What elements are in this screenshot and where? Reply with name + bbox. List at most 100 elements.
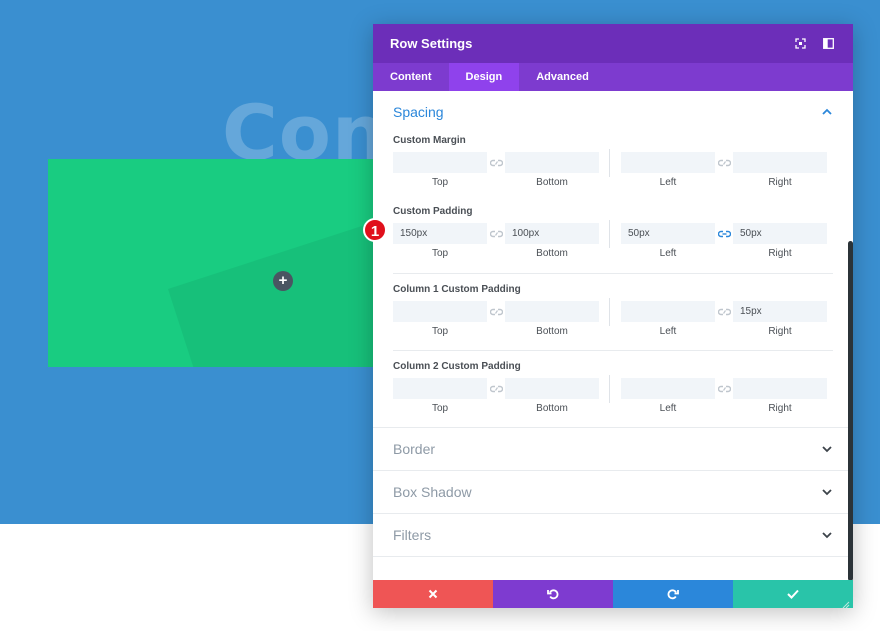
spacing-input[interactable] <box>393 301 487 322</box>
field-sublabel: Right <box>768 326 792 337</box>
modal-footer <box>373 580 853 609</box>
field-cell: Top <box>393 152 487 188</box>
chevron-down-icon[interactable] <box>821 529 833 541</box>
field-sublabel: Right <box>768 248 792 259</box>
spacing-input[interactable]: 50px <box>733 223 827 244</box>
link-icon[interactable] <box>487 223 505 244</box>
close-icon <box>428 589 438 599</box>
field-pair: Top Bottom <box>393 152 599 188</box>
undo-icon <box>547 589 559 600</box>
field-pair: Left Right <box>621 152 827 188</box>
section-filters-title: Filters <box>393 527 432 543</box>
field-cell: Bottom <box>505 152 599 188</box>
field-divider <box>609 375 610 403</box>
section-box-shadow-header[interactable]: Box Shadow <box>373 471 853 513</box>
spacing-input[interactable]: 100px <box>505 223 599 244</box>
field-cell: Left <box>621 378 715 414</box>
save-button[interactable] <box>733 580 853 608</box>
field-sublabel: Left <box>659 326 677 337</box>
cancel-button[interactable] <box>373 580 493 608</box>
field-divider <box>609 298 610 326</box>
field-cell: Right <box>733 152 827 188</box>
checkmark-icon <box>787 589 799 599</box>
field-cell: 15px Right <box>733 301 827 337</box>
modal-title: Row Settings <box>390 36 473 51</box>
section-border-header[interactable]: Border <box>373 428 853 470</box>
spacing-groups: Custom Margin Top Bottom Left Right Custom Pa… <box>373 133 853 427</box>
row-settings-modal: Row Settings Content Design Advanced Spa… <box>373 24 853 609</box>
modal-body: Spacing Custom Margin Top Bottom Left Right C… <box>373 91 853 580</box>
link-icon[interactable] <box>487 301 505 322</box>
tab-advanced[interactable]: Advanced <box>536 71 589 83</box>
add-module-button[interactable]: + <box>273 271 293 291</box>
spacing-input[interactable]: 15px <box>733 301 827 322</box>
field-sublabel: Bottom <box>536 177 568 188</box>
resize-handle-icon[interactable] <box>841 596 850 609</box>
field-cell: Top <box>393 301 487 337</box>
link-icon[interactable] <box>715 223 733 244</box>
spacing-input[interactable] <box>393 152 487 173</box>
field-cell: 50px Left <box>621 223 715 259</box>
tab-content[interactable]: Content <box>390 71 432 83</box>
field-cell: Right <box>733 378 827 414</box>
spacing-input[interactable] <box>733 152 827 173</box>
row-preview[interactable] <box>48 159 388 367</box>
section-spacing-title: Spacing <box>393 104 444 120</box>
spacing-input[interactable] <box>621 301 715 322</box>
spacing-input[interactable] <box>621 152 715 173</box>
field-divider <box>609 220 610 248</box>
divider <box>373 513 853 514</box>
field-pair: 150px Top 100px Bottom <box>393 223 599 259</box>
divider <box>393 273 833 274</box>
link-icon[interactable] <box>487 152 505 173</box>
link-icon[interactable] <box>487 378 505 399</box>
spacing-group: Column 2 Custom Padding Top Bottom Left Righ… <box>373 351 853 427</box>
fullscreen-icon[interactable] <box>792 36 808 52</box>
link-icon[interactable] <box>715 301 733 322</box>
field-cell: Bottom <box>505 378 599 414</box>
field-pair: 50px Left 50px Right <box>621 223 827 259</box>
spacing-fields: Top Bottom Left Right <box>393 375 833 414</box>
undo-button[interactable] <box>493 580 613 608</box>
chevron-down-icon[interactable] <box>821 443 833 455</box>
scrollbar[interactable] <box>848 241 853 580</box>
spacing-input[interactable] <box>733 378 827 399</box>
field-cell: Bottom <box>505 301 599 337</box>
tab-design[interactable]: Design <box>448 63 520 91</box>
spacing-input[interactable]: 50px <box>621 223 715 244</box>
field-cell: 50px Right <box>733 223 827 259</box>
sidebar-toggle-icon[interactable] <box>820 36 836 52</box>
field-sublabel: Bottom <box>536 326 568 337</box>
spacing-input[interactable]: 150px <box>393 223 487 244</box>
redo-icon <box>667 589 679 600</box>
chevron-down-icon[interactable] <box>821 486 833 498</box>
spacing-input[interactable] <box>505 301 599 322</box>
group-label: Column 2 Custom Padding <box>393 361 521 372</box>
field-sublabel: Bottom <box>536 248 568 259</box>
section-spacing-header[interactable]: Spacing <box>373 91 853 133</box>
spacing-input[interactable] <box>505 152 599 173</box>
chevron-up-icon[interactable] <box>821 106 833 118</box>
modal-header: Row Settings <box>373 24 853 63</box>
spacing-fields: 150px Top 100px Bottom 50px Left 50px Right <box>393 220 833 259</box>
field-cell: 100px Bottom <box>505 223 599 259</box>
link-icon[interactable] <box>715 378 733 399</box>
divider <box>393 350 833 351</box>
section-filters-header[interactable]: Filters <box>373 514 853 556</box>
spacing-fields: Top Bottom Left 15px Right <box>393 298 833 337</box>
row-background-shape <box>168 159 388 367</box>
link-icon[interactable] <box>715 152 733 173</box>
modal-tabs: Content Design Advanced <box>373 63 853 91</box>
field-pair: Left 15px Right <box>621 301 827 337</box>
section-border-title: Border <box>393 441 436 457</box>
field-sublabel: Left <box>659 403 677 414</box>
spacing-input[interactable] <box>621 378 715 399</box>
field-cell: 150px Top <box>393 223 487 259</box>
group-label: Column 1 Custom Padding <box>393 284 521 295</box>
spacing-input[interactable] <box>505 378 599 399</box>
field-sublabel: Top <box>431 403 449 414</box>
spacing-input[interactable] <box>393 378 487 399</box>
field-cell: Left <box>621 301 715 337</box>
callout-badge: 1 <box>363 218 387 242</box>
redo-button[interactable] <box>613 580 733 608</box>
